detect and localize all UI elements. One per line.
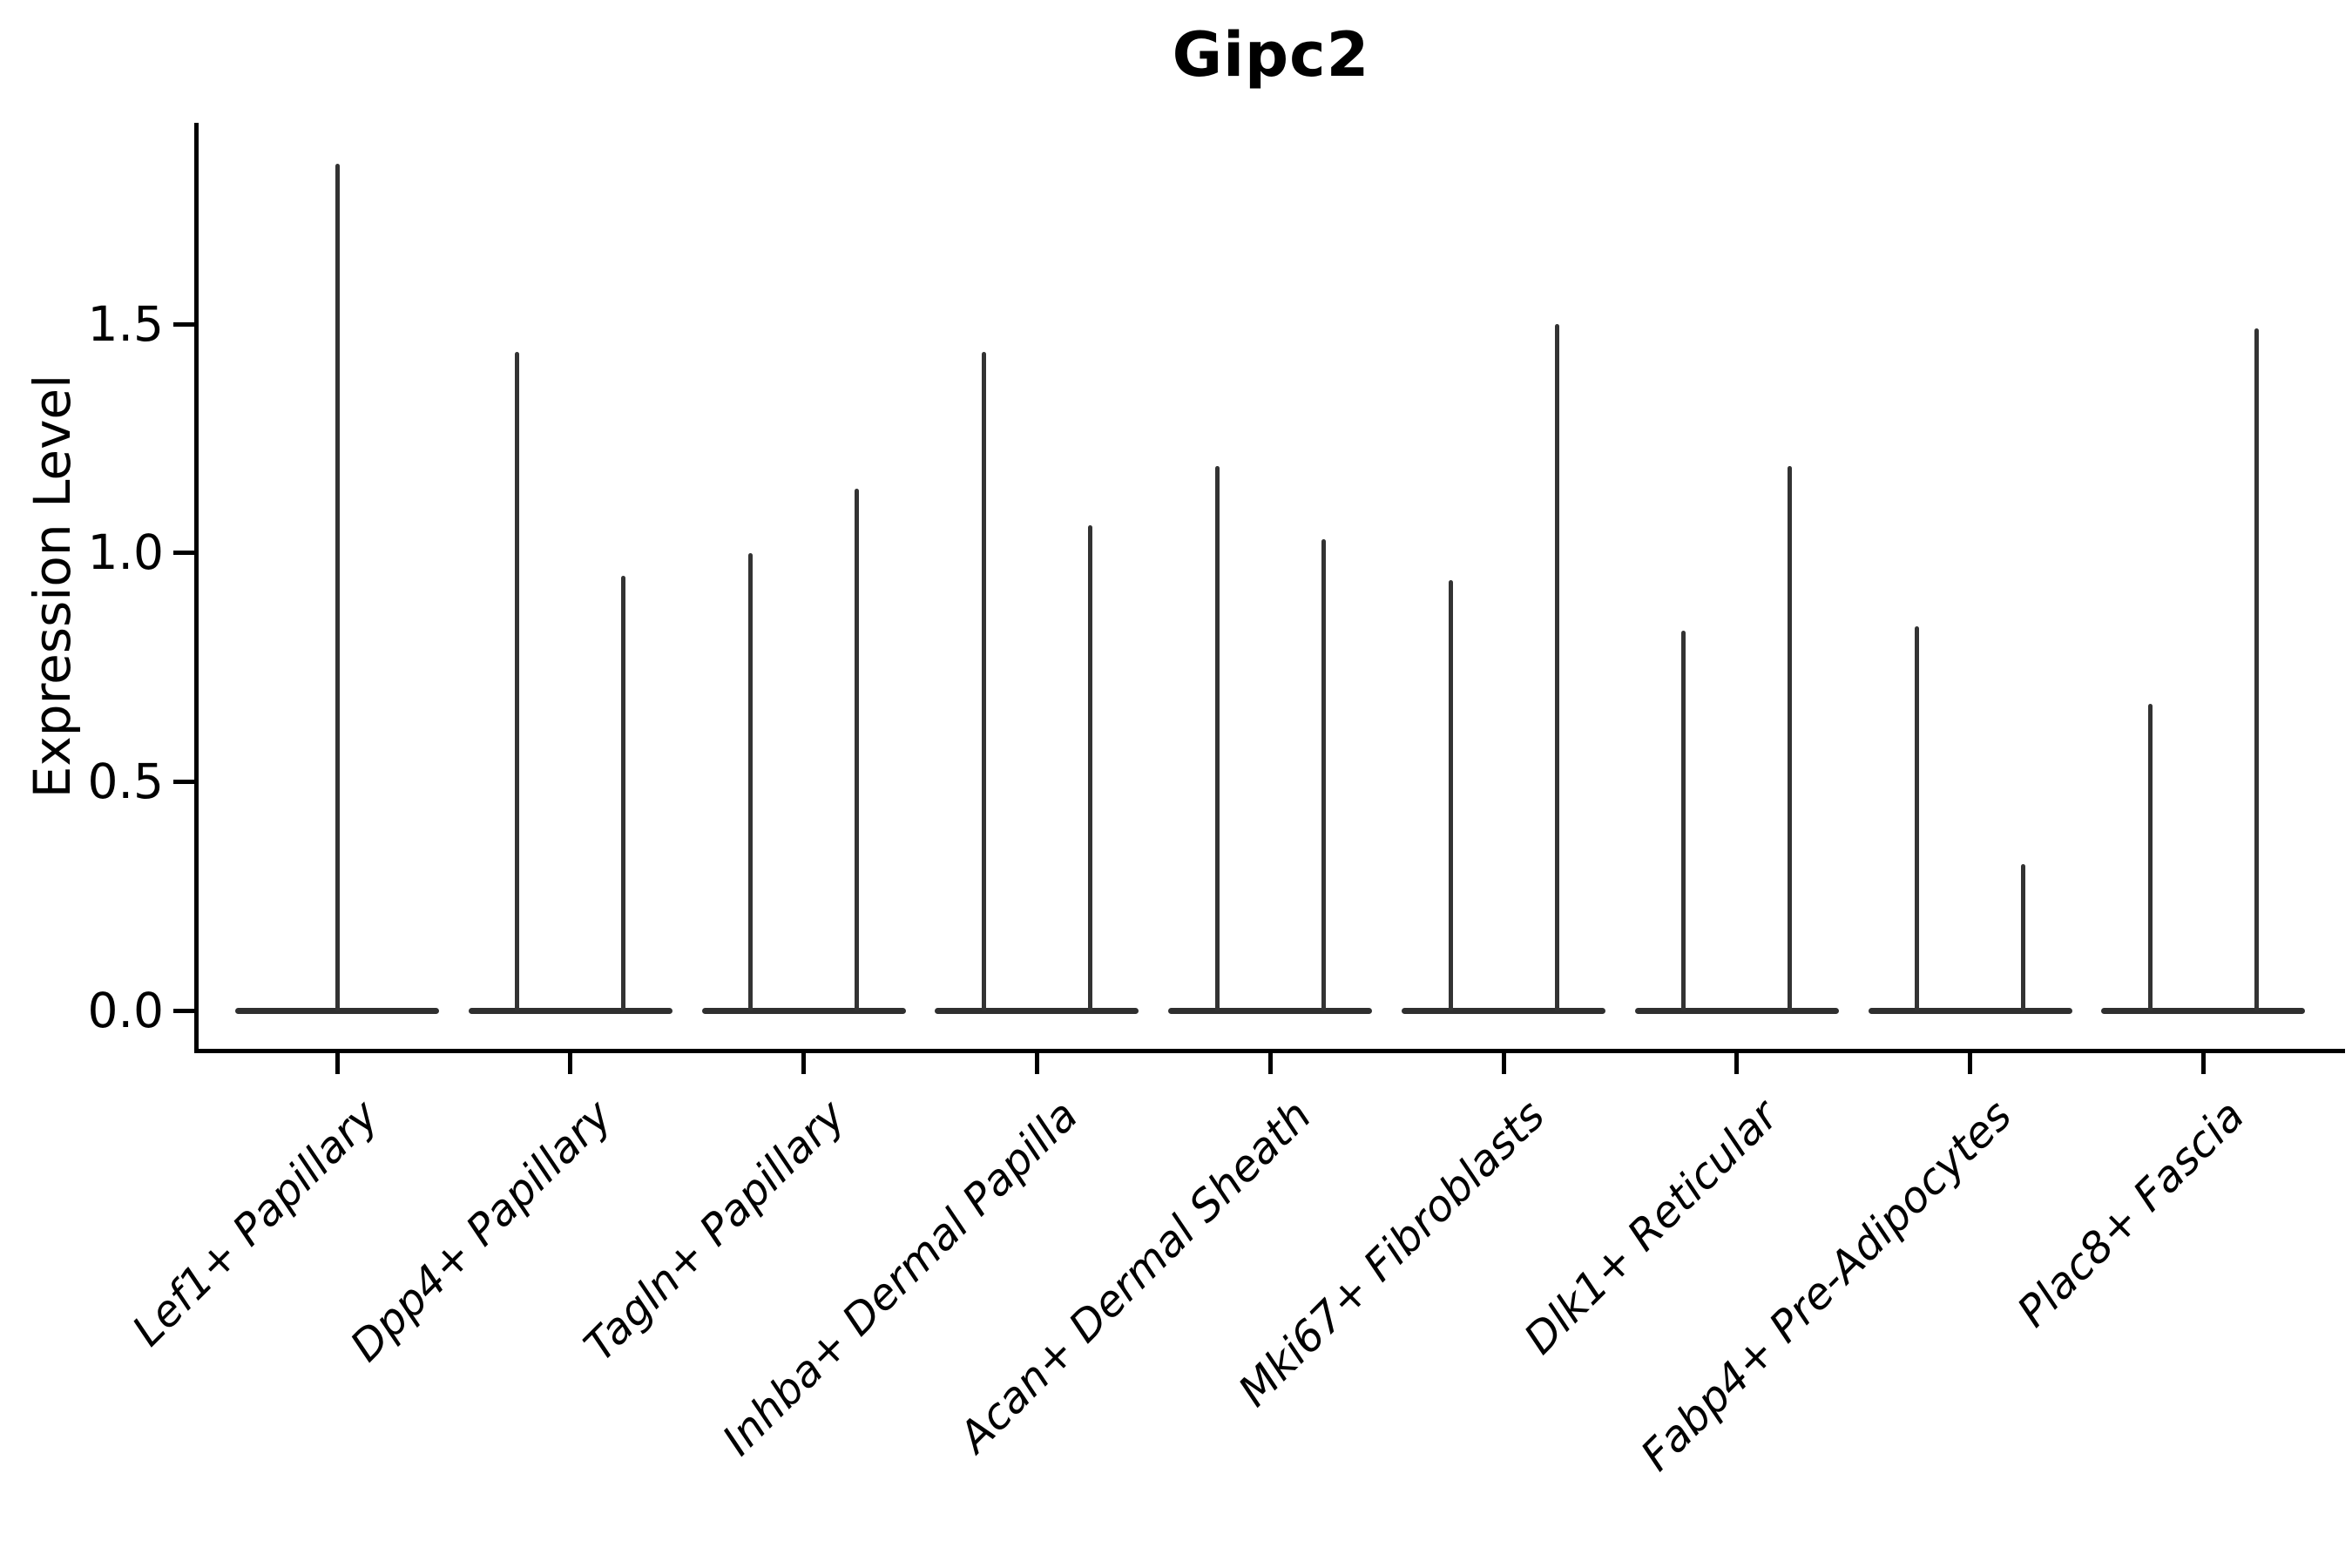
- violin-base: [235, 1007, 439, 1014]
- violin-spike: [2147, 704, 2153, 1010]
- violin-spike: [1681, 631, 1686, 1010]
- y-tick-label: 0.0: [87, 982, 164, 1038]
- violin-base: [935, 1007, 1139, 1014]
- x-tick-mark: [1501, 1053, 1506, 1074]
- x-tick-label: Dlk1+ Reticular: [1514, 1091, 1788, 1364]
- violin-spike: [748, 552, 754, 1010]
- y-axis-spine: [194, 123, 199, 1053]
- y-tick-mark: [173, 1008, 194, 1013]
- x-tick-label: Lef1+ Papillary: [123, 1091, 389, 1356]
- x-tick-mark: [2200, 1053, 2206, 1074]
- violin-spike: [335, 164, 340, 1010]
- y-tick-label: 1.0: [87, 524, 164, 581]
- violin-spike: [515, 351, 520, 1010]
- violin-base: [1634, 1007, 1839, 1014]
- y-tick-label: 0.5: [87, 753, 164, 809]
- violin-spike: [1915, 625, 1920, 1010]
- x-tick-mark: [1968, 1053, 1973, 1074]
- x-tick-mark: [1734, 1053, 1740, 1074]
- x-tick-label: Fabp4+ Pre-Adipocytes: [1631, 1091, 2021, 1481]
- x-tick-label: Plac8+ Fascia: [2008, 1091, 2254, 1337]
- x-tick-mark: [1034, 1053, 1039, 1074]
- violin-base: [468, 1007, 672, 1014]
- x-axis-spine: [194, 1049, 2345, 1053]
- violin-spike: [1214, 465, 1220, 1010]
- y-tick-mark: [173, 321, 194, 327]
- plot-title: Gipc2: [1172, 19, 1370, 91]
- y-tick-mark: [173, 551, 194, 556]
- x-tick-mark: [335, 1053, 340, 1074]
- violin-spike: [981, 351, 986, 1010]
- violin-base: [2101, 1007, 2306, 1014]
- violin-spike: [855, 489, 860, 1010]
- violin-spike: [1554, 324, 1559, 1010]
- x-tick-mark: [801, 1053, 807, 1074]
- y-axis-label: Expression Level: [23, 374, 82, 799]
- y-tick-mark: [173, 779, 194, 784]
- violin-spike: [1448, 580, 1453, 1010]
- violin-spike: [2021, 863, 2026, 1010]
- violin-base: [701, 1007, 906, 1014]
- violin-spike: [1321, 538, 1326, 1010]
- violin-spike: [1788, 465, 1793, 1010]
- violin-spike: [621, 575, 626, 1010]
- x-tick-mark: [568, 1053, 573, 1074]
- violin-base: [1868, 1007, 2072, 1014]
- violin-base: [1168, 1007, 1373, 1014]
- y-tick-label: 1.5: [87, 295, 164, 352]
- x-tick-label: Dpp4+ Papillary: [341, 1091, 622, 1372]
- violin-spike: [2254, 328, 2259, 1010]
- violin-base: [1402, 1007, 1605, 1014]
- violin-spike: [1087, 525, 1092, 1010]
- x-tick-mark: [1267, 1053, 1273, 1074]
